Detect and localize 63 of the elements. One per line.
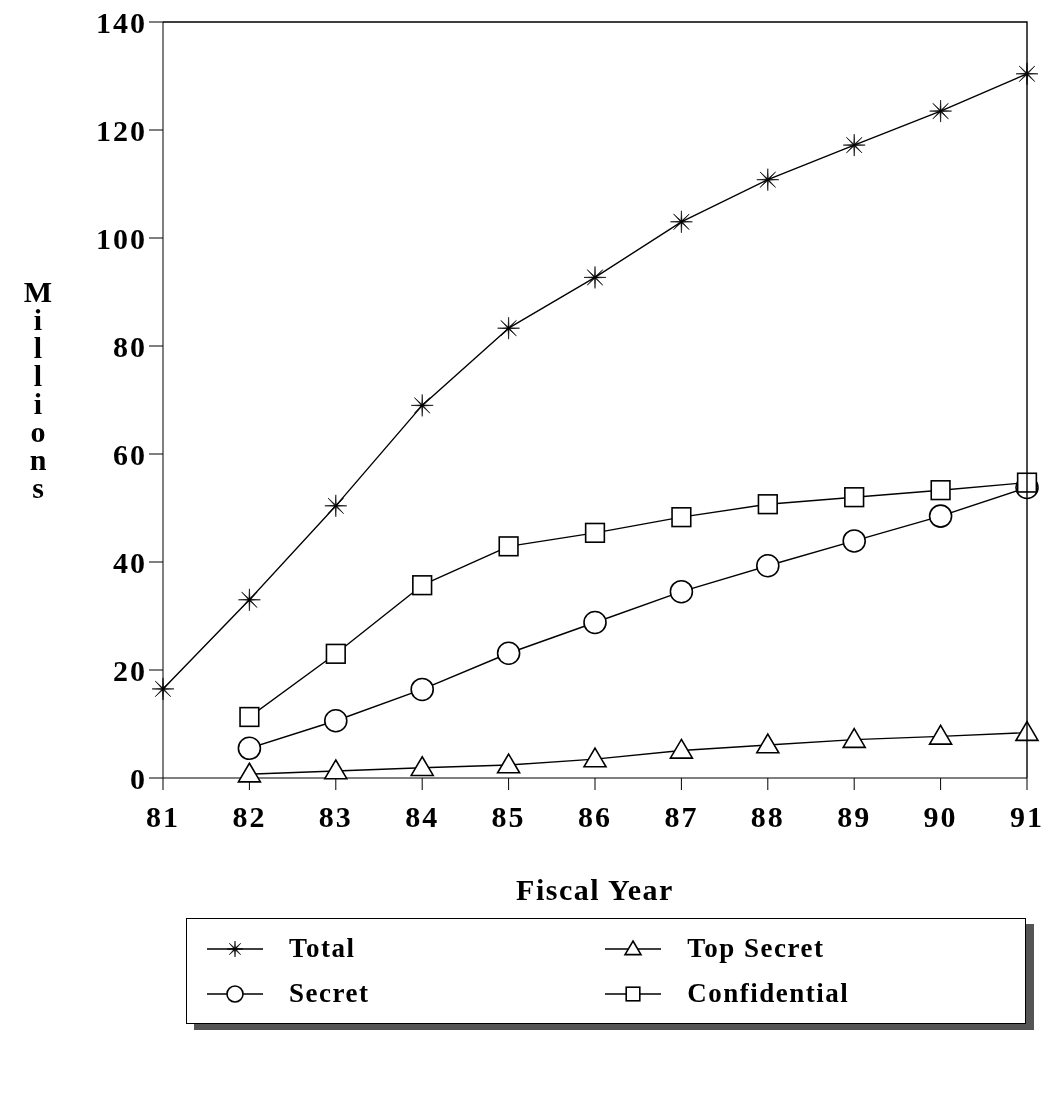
point xyxy=(324,759,348,780)
point xyxy=(757,494,778,515)
point xyxy=(410,394,434,417)
y-tick-label: 40 xyxy=(113,545,147,579)
point xyxy=(498,536,519,557)
x-tick-label: 81 xyxy=(146,800,180,834)
y-tick-label: 20 xyxy=(113,653,147,687)
legend-label: Top Secret xyxy=(687,933,825,964)
point xyxy=(324,708,348,733)
x-tick-label: 83 xyxy=(318,800,353,834)
point xyxy=(496,641,521,666)
point xyxy=(237,762,262,783)
point xyxy=(410,755,434,777)
point xyxy=(929,99,952,123)
y-tick-label: 140 xyxy=(96,5,147,39)
legend-label: Total xyxy=(289,933,356,964)
point xyxy=(844,487,865,508)
y-tick-label: 0 xyxy=(130,761,147,795)
point xyxy=(497,316,520,340)
x-tick-label: 84 xyxy=(405,800,440,834)
x-tick-label: 87 xyxy=(664,800,699,834)
point xyxy=(412,575,433,596)
point xyxy=(325,643,346,664)
point xyxy=(1016,472,1038,493)
point xyxy=(842,529,866,553)
point xyxy=(756,733,780,754)
point xyxy=(670,210,693,234)
legend-label: Confidential xyxy=(687,978,850,1009)
point xyxy=(669,738,694,759)
x-tick-label: 85 xyxy=(491,800,526,834)
point xyxy=(583,747,607,768)
x-tick-label: 82 xyxy=(232,800,267,834)
point xyxy=(842,727,866,749)
y-axis-title: Millions xyxy=(23,275,53,504)
point xyxy=(842,133,866,157)
y-tick-label: 120 xyxy=(96,113,147,147)
point xyxy=(669,579,694,604)
point xyxy=(756,168,780,191)
point xyxy=(756,553,780,578)
y-tick-label: 80 xyxy=(113,329,147,363)
point xyxy=(496,753,521,774)
point xyxy=(928,504,953,528)
x-tick-label: 89 xyxy=(837,800,872,834)
point xyxy=(583,266,607,289)
point xyxy=(239,706,260,728)
x-tick-label: 91 xyxy=(1010,800,1044,834)
y-tick-label: 60 xyxy=(113,437,147,471)
x-tick-label: 86 xyxy=(578,800,612,834)
point xyxy=(930,480,951,501)
x-axis-title: Fiscal Year xyxy=(516,873,674,906)
point xyxy=(237,736,262,761)
point xyxy=(324,494,348,518)
y-tick-label: 100 xyxy=(96,221,147,255)
point xyxy=(583,610,607,635)
point xyxy=(928,724,953,745)
x-tick-label: 90 xyxy=(923,800,958,834)
point xyxy=(410,677,434,702)
point xyxy=(151,677,175,701)
point xyxy=(671,507,692,528)
point xyxy=(584,522,606,543)
x-tick-label: 88 xyxy=(750,800,785,834)
point xyxy=(238,588,261,612)
legend-label: Secret xyxy=(289,978,370,1009)
